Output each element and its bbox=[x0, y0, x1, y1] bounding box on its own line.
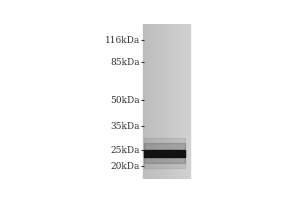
Text: 35kDa: 35kDa bbox=[110, 122, 140, 131]
Text: 20kDa: 20kDa bbox=[110, 162, 140, 171]
Text: 85kDa: 85kDa bbox=[110, 58, 140, 67]
Text: 116kDa: 116kDa bbox=[105, 36, 140, 45]
Text: 25kDa: 25kDa bbox=[110, 146, 140, 155]
Text: 50kDa: 50kDa bbox=[110, 96, 140, 105]
